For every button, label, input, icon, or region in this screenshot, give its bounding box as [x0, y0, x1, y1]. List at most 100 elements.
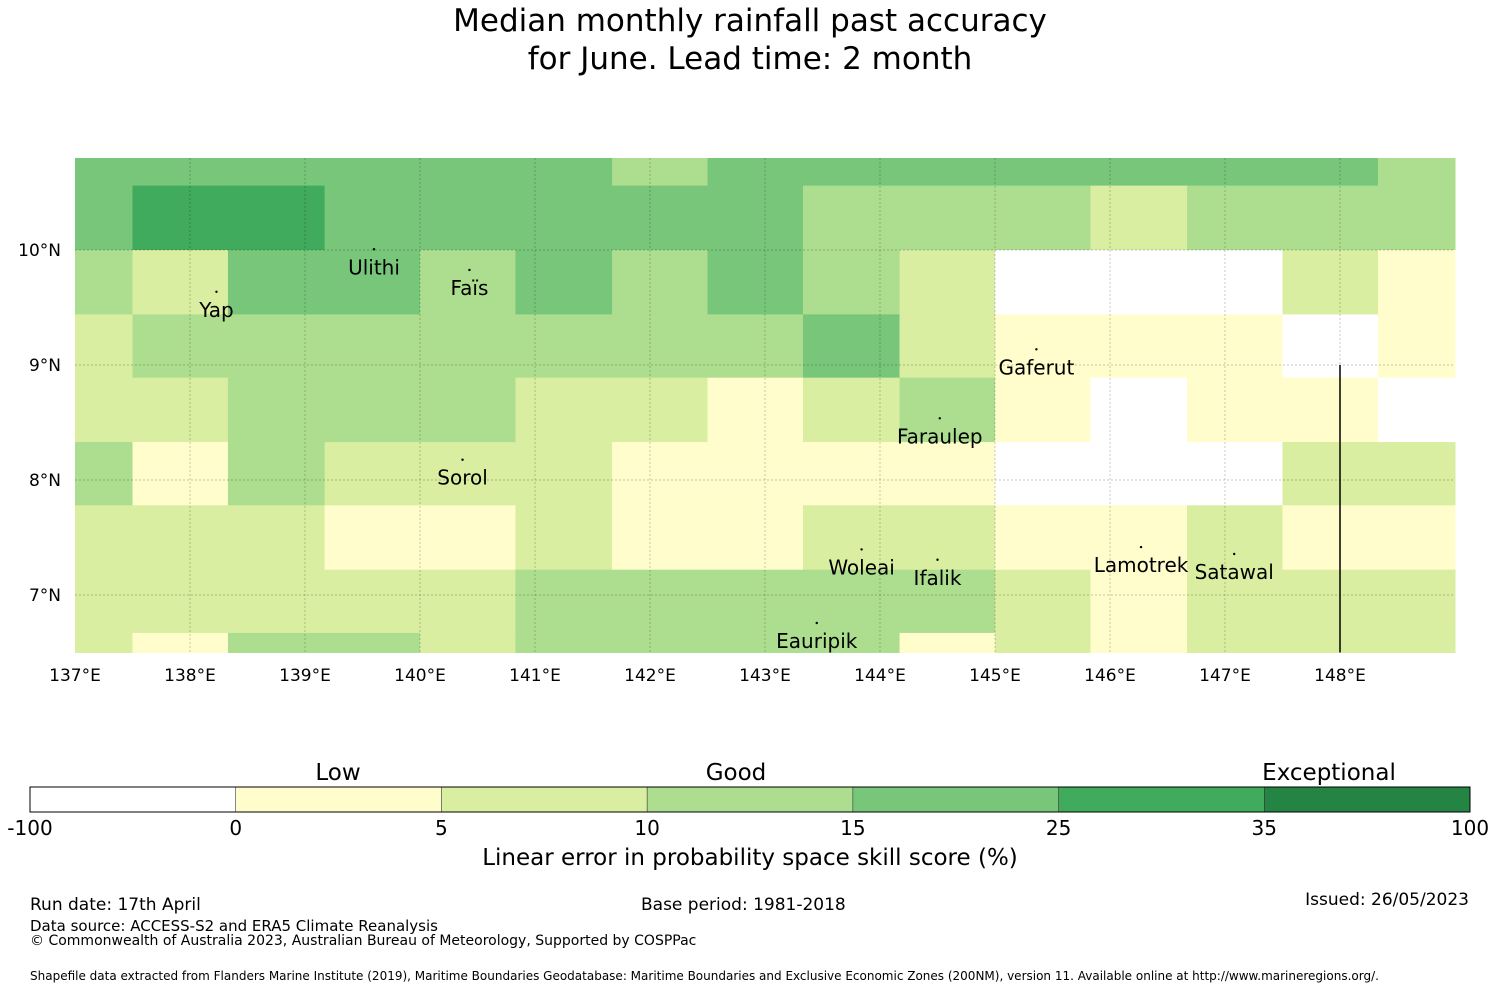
lon-tick-label: 148°E	[1314, 666, 1366, 686]
grid-cell	[1377, 314, 1456, 379]
grid-cell	[1282, 377, 1379, 443]
grid-cell	[515, 377, 613, 443]
colorbar-tick-label: 25	[1046, 816, 1071, 840]
lon-tick-label: 143°E	[739, 666, 791, 686]
issued-date: Issued: 26/05/2023	[1305, 890, 1469, 910]
place-label: Ulithi	[348, 255, 400, 279]
lon-tick-label: 140°E	[394, 666, 446, 686]
grid-cell	[75, 377, 133, 443]
colorbar-bin	[235, 787, 442, 812]
grid-cell	[1187, 505, 1283, 571]
grid-cell	[515, 569, 613, 634]
grid-cell	[802, 314, 901, 379]
lat-tick-label: 9°N	[29, 356, 61, 376]
place-label: Lamotrek	[1094, 553, 1189, 577]
grid-cell	[1187, 377, 1283, 443]
grid-cell	[899, 442, 996, 506]
grid-cell	[1377, 569, 1456, 634]
colorbar-tick-label: 100	[1451, 816, 1489, 840]
grid-cell	[995, 505, 1091, 571]
lon-tick-label: 141°E	[509, 666, 561, 686]
copyright: © Commonwealth of Australia 2023, Austra…	[30, 933, 697, 949]
grid-cell	[324, 505, 421, 571]
grid-cell	[707, 377, 804, 443]
grid-cell	[612, 632, 708, 653]
grid-cell	[995, 314, 1091, 379]
lat-tick-label: 10°N	[18, 241, 61, 261]
lon-tick-label: 137°E	[49, 666, 101, 686]
colorbar: -100 0 5 10 15 25 35 100	[7, 786, 1489, 840]
grid-cell	[132, 314, 229, 379]
grid-cell	[1187, 442, 1283, 506]
grid-cell	[515, 185, 613, 251]
lon-tick-label: 138°E	[164, 666, 216, 686]
grid-cell	[899, 250, 996, 315]
colorbar-bin	[30, 787, 236, 812]
place-label: Yap	[198, 298, 233, 322]
grid-cell	[995, 569, 1091, 634]
grid-cell	[1282, 442, 1379, 506]
island-marker	[468, 268, 471, 272]
place-label: Faraulep	[897, 424, 983, 448]
grid-cell	[75, 569, 133, 634]
grid-cell	[132, 505, 229, 571]
grid-cell	[132, 158, 229, 187]
place-labels: Yap Ulithi Faïs Gaferut Faraulep Sorol Woleai I…	[198, 248, 1274, 653]
grid-cell	[227, 377, 326, 443]
grid-cell	[1090, 158, 1188, 187]
colorbar-tick-label: 35	[1252, 816, 1277, 840]
category-exceptional: Exceptional	[1262, 760, 1396, 786]
grid-cell	[1187, 632, 1283, 653]
grid-cell	[420, 185, 516, 251]
island-marker	[461, 458, 464, 461]
grid-cell	[324, 632, 421, 653]
grid-cell	[995, 250, 1091, 315]
grid-cell	[324, 185, 421, 251]
grid-cell	[802, 377, 901, 443]
grid-cell	[132, 632, 229, 653]
grid-cell	[132, 185, 229, 251]
lon-tick-label: 146°E	[1084, 666, 1136, 686]
place-label: Satawal	[1195, 560, 1274, 584]
longitude-tick-labels: 137°E 138°E 139°E 140°E 141°E 142°E 143°E 144°E…	[49, 666, 1366, 686]
grid-cell	[899, 569, 996, 634]
island-marker	[815, 621, 818, 625]
lon-tick-label: 145°E	[969, 666, 1021, 686]
grid-cell	[75, 442, 133, 506]
island-marker	[1035, 348, 1038, 351]
grid-cell	[324, 250, 421, 315]
grid-cell	[1282, 158, 1379, 187]
grid-cell	[420, 377, 516, 443]
grid-cell	[75, 185, 133, 251]
grid-cell	[515, 505, 613, 571]
grid-cell	[1090, 442, 1188, 506]
grid-cell	[1187, 569, 1283, 634]
grid-cell	[324, 314, 421, 379]
grid-cell	[995, 158, 1091, 187]
grid-cell	[1090, 377, 1188, 443]
grid-cell	[227, 250, 326, 315]
grid-cell	[515, 250, 613, 315]
grid-cell	[1282, 569, 1379, 634]
grid-cell	[420, 505, 516, 571]
colorbar-tick-label: 0	[229, 816, 242, 840]
grid-cell	[1090, 314, 1188, 379]
colorbar-tick-label: -100	[7, 816, 52, 840]
grid-cell	[1090, 632, 1188, 653]
grid-cell	[707, 505, 804, 571]
island-marker	[372, 248, 376, 251]
grid-cell	[995, 377, 1091, 443]
lat-tick-label: 8°N	[29, 471, 61, 491]
grid-cell	[227, 569, 326, 634]
grid-cell	[707, 632, 804, 653]
grid-cell	[899, 158, 996, 187]
grid-cell	[324, 569, 421, 634]
title-line-1: Median monthly rainfall past accuracy	[453, 3, 1047, 39]
grid-cell	[1377, 442, 1456, 506]
run-date: Run date: 17th April	[30, 895, 201, 915]
place-label: Sorol	[437, 466, 488, 490]
grid-cell	[1187, 185, 1283, 251]
grid-cell	[612, 185, 708, 251]
grid-cell	[75, 158, 133, 187]
grid-cell	[612, 569, 708, 634]
